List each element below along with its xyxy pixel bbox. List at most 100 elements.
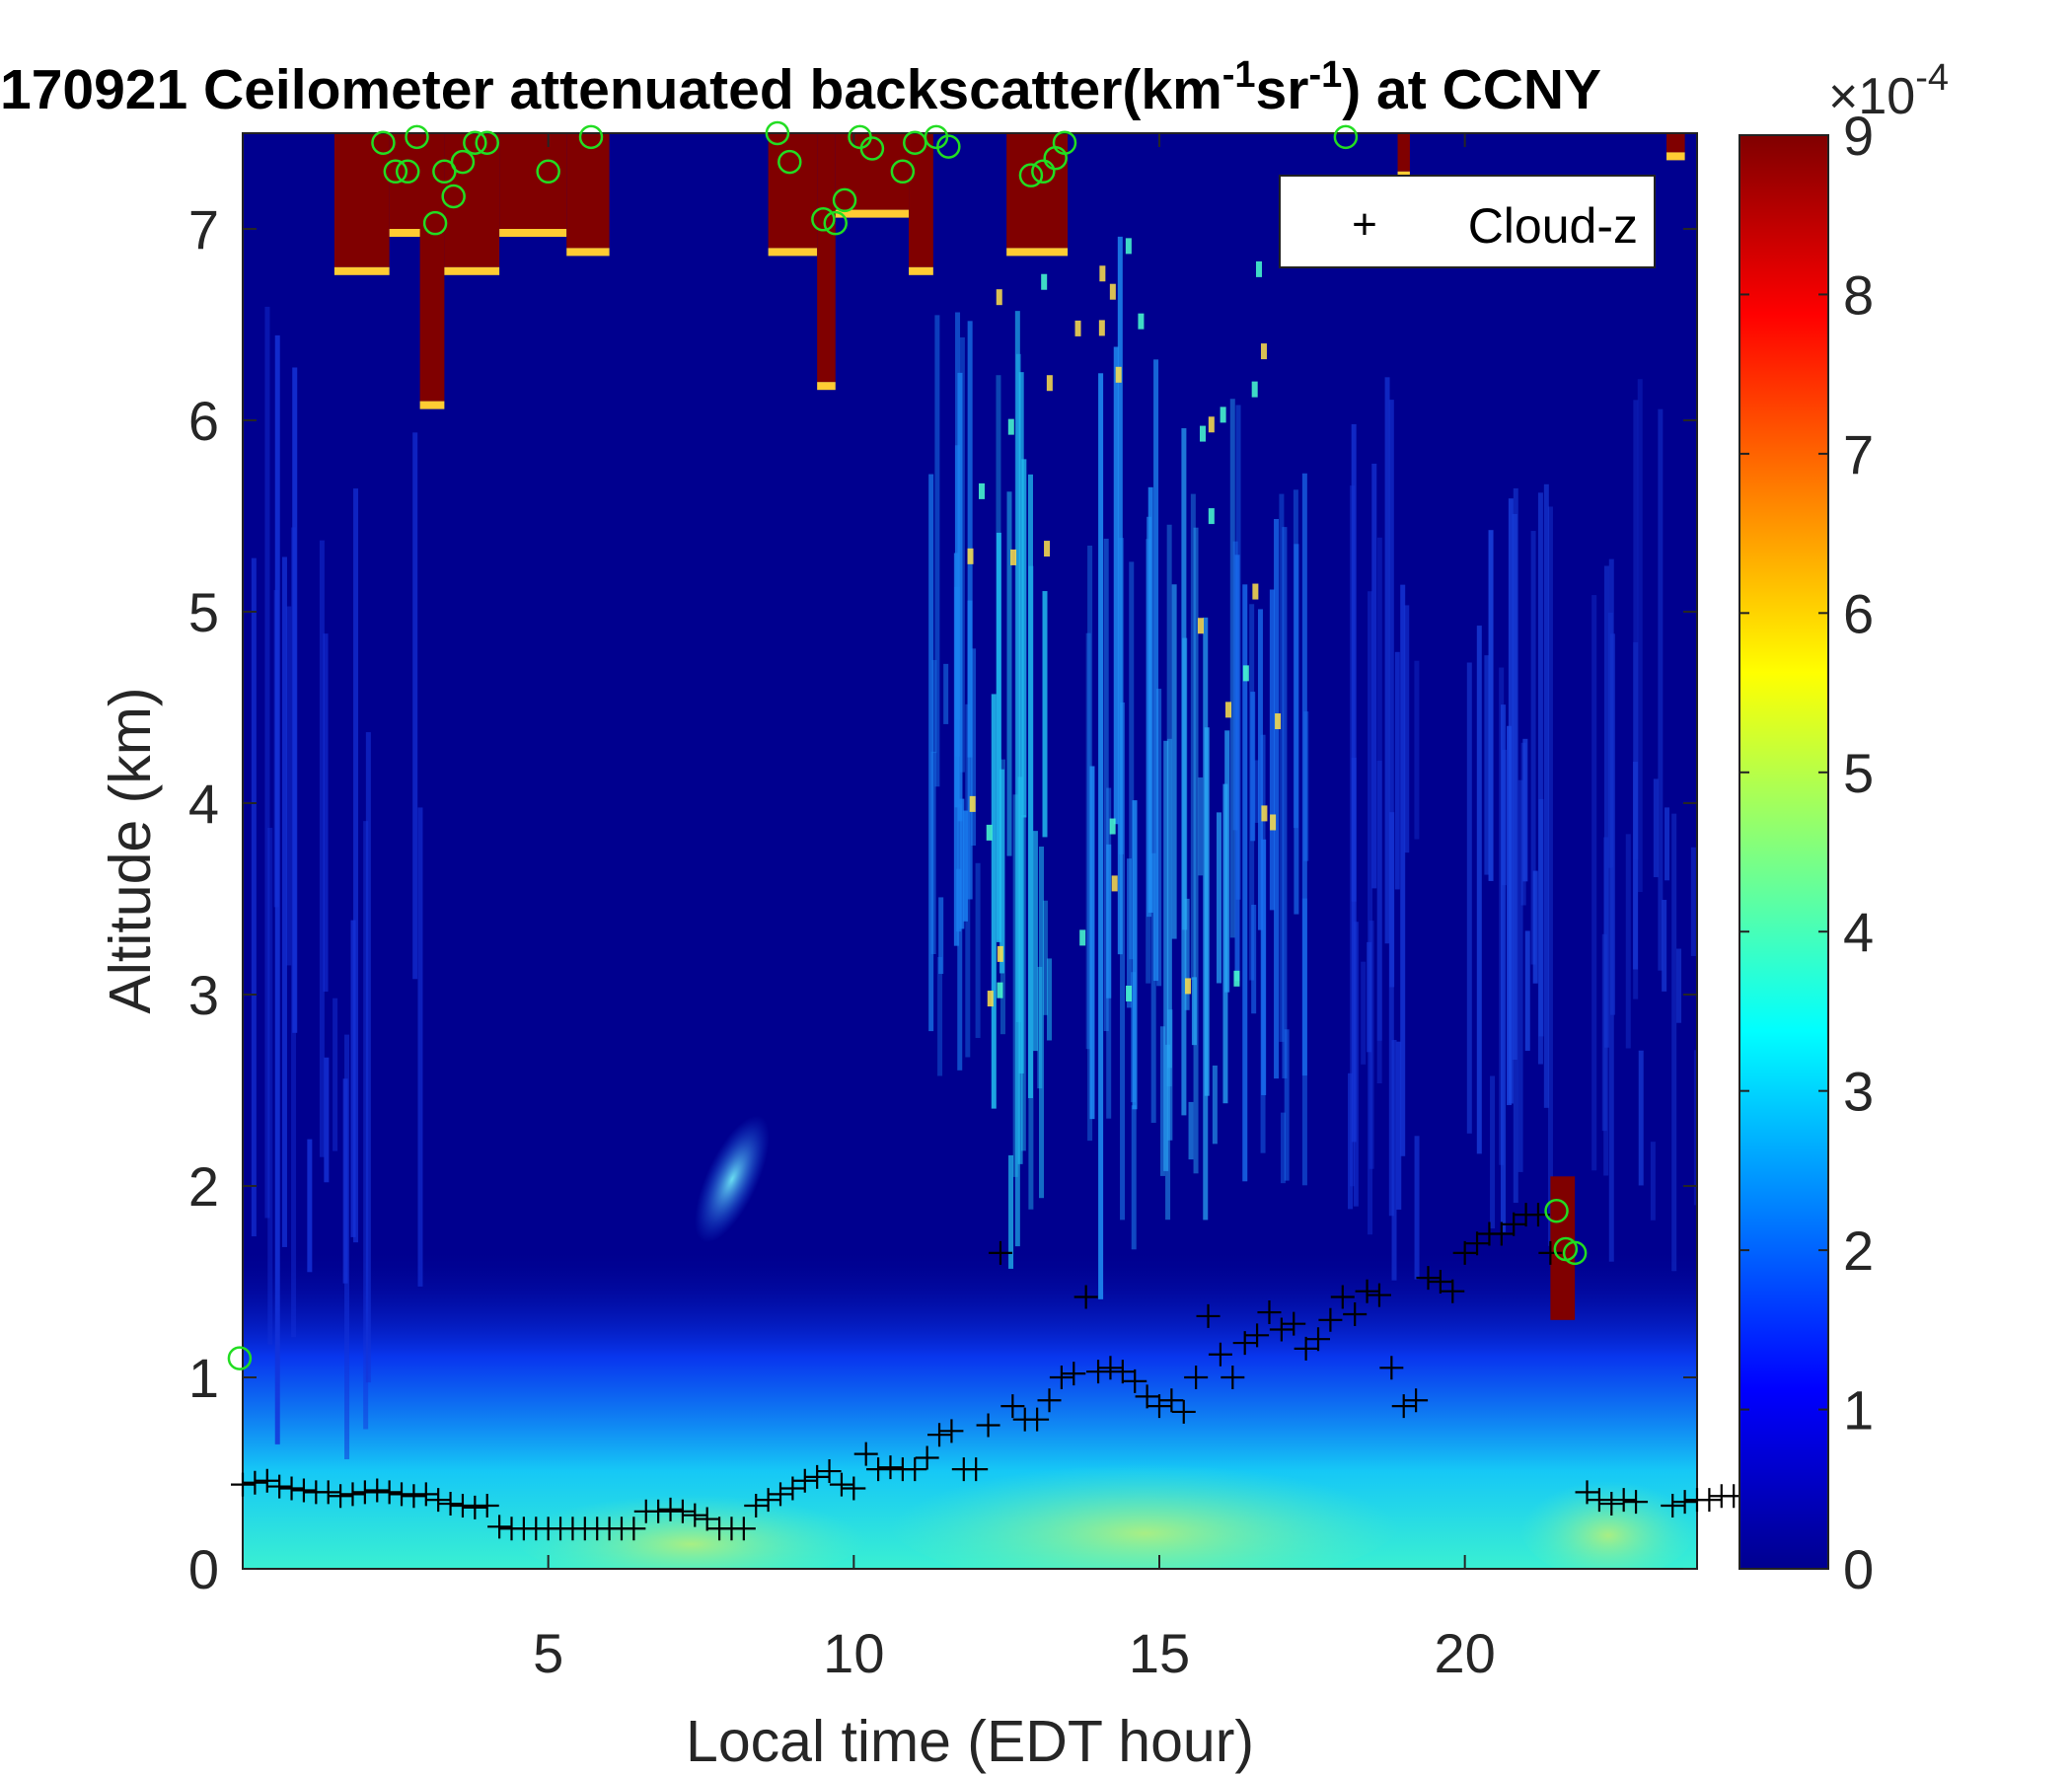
cloud-z-marker — [695, 1507, 719, 1531]
cloud-z-marker — [390, 1482, 414, 1507]
cloud-z-marker — [340, 1482, 365, 1507]
y-axis: 0 1 2 3 4 5 6 7 — [188, 198, 1697, 1600]
backscatter-streak — [1085, 632, 1091, 1050]
backscatter-blip — [1074, 320, 1081, 336]
backscatter-streak — [1376, 760, 1382, 1084]
backscatter-blip — [1185, 978, 1192, 995]
backscatter-streak — [1388, 400, 1394, 1217]
backscatter-blip — [1225, 702, 1232, 718]
colorbar-tick-label: 0 — [1843, 1538, 1874, 1600]
colorbar-multiplier-exp: -4 — [1915, 57, 1949, 99]
backscatter-streak — [1274, 518, 1280, 1079]
backscatter-blip — [1125, 238, 1132, 255]
cloud-base-circle — [1562, 1240, 1588, 1266]
circle-marker-series — [227, 120, 1588, 1370]
backscatter-streak — [1532, 870, 1538, 984]
backscatter-blip — [1261, 805, 1268, 822]
colorbar-tick-label: 3 — [1843, 1061, 1874, 1123]
backscatter-streak — [1089, 766, 1095, 1120]
backscatter-blip — [1079, 929, 1086, 946]
cloud-z-marker — [1661, 1493, 1685, 1517]
cloud-base-circle — [811, 207, 836, 232]
backscatter-blip — [1138, 313, 1145, 330]
colorbar-multiplier-base: ×10 — [1828, 68, 1915, 125]
backscatter-blip — [1044, 541, 1051, 557]
colorbar-gradient — [1739, 134, 1829, 1570]
backscatter-streak — [1042, 900, 1048, 1015]
cloud-base-circle — [463, 130, 487, 155]
backscatter-streak — [1466, 662, 1472, 1134]
backscatter-streak — [1017, 777, 1023, 1164]
backscatter-streak — [1147, 486, 1153, 914]
cloud-z-marker — [1282, 1311, 1306, 1336]
cloud-base-circle — [859, 136, 885, 161]
saturated-column — [566, 133, 610, 249]
saturated-column — [419, 133, 445, 402]
backscatter-streak — [1032, 831, 1038, 1052]
backscatter-streak — [967, 321, 973, 900]
cloud-z-marker — [1257, 1300, 1282, 1325]
backscatter-streak — [333, 998, 338, 1151]
backscatter-blip — [967, 548, 974, 564]
backscatter-streak — [1042, 591, 1048, 838]
cloud-z-marker — [487, 1515, 512, 1539]
cloud-z-marker — [1355, 1279, 1379, 1303]
backscatter-streak — [930, 751, 936, 955]
aerosol-warm-spot-3 — [1519, 1470, 1697, 1569]
backscatter-blip — [1041, 273, 1048, 290]
backscatter-streak — [1166, 524, 1172, 1087]
backscatter-streak — [286, 606, 292, 966]
saturated-edge — [566, 248, 610, 257]
backscatter-streak — [412, 432, 418, 980]
backscatter-streak — [1608, 558, 1614, 1262]
backscatter-streak — [1037, 966, 1043, 1089]
cloud-z-marker — [1000, 1394, 1025, 1419]
backscatter-blip — [1199, 425, 1206, 442]
cloud-z-marker — [915, 1445, 939, 1470]
cloud-z-marker — [413, 1482, 438, 1507]
backscatter-streak — [1257, 609, 1263, 930]
backscatter-streak — [1184, 898, 1190, 1010]
cloud-z-marker — [1208, 1342, 1232, 1367]
backscatter-streak — [1500, 704, 1506, 1232]
backscatter-streak — [1690, 847, 1696, 956]
cloud-z-marker — [1269, 1317, 1294, 1342]
cloud-base-circle — [441, 184, 466, 209]
colorbar-ticks: 0 1 2 3 4 5 6 7 8 9 — [1739, 105, 1874, 1600]
cloud-z-marker — [744, 1493, 769, 1517]
backscatter-streak — [1153, 359, 1159, 982]
backscatter-streak — [1625, 834, 1631, 1049]
backscatter-streak — [417, 807, 423, 1287]
backscatter-streak — [1376, 537, 1382, 1041]
backscatter-streak — [1250, 692, 1256, 842]
backscatter-streak — [1198, 777, 1204, 876]
cloud-z-marker — [646, 1499, 671, 1523]
cloud-z-series — [231, 1203, 1746, 1541]
backscatter-streak — [1303, 711, 1309, 861]
backscatter-streak — [1400, 584, 1406, 1156]
backscatter-streak — [344, 1034, 350, 1459]
backscatter-streak — [1653, 778, 1659, 878]
plot-area — [243, 133, 1697, 1569]
cloud-z-marker — [1062, 1362, 1086, 1386]
saturated-column — [909, 133, 933, 267]
backscatter-blip — [1115, 366, 1122, 383]
backscatter-streak — [324, 1057, 330, 1183]
backscatter-streak — [1368, 591, 1373, 1235]
cloud-z-marker — [731, 1517, 756, 1541]
colorbar-tick-label: 4 — [1843, 901, 1874, 963]
backscatter-streak — [1543, 483, 1549, 1108]
cloud-z-marker — [377, 1480, 402, 1505]
saturated-column — [835, 133, 910, 210]
y-tick-label: 2 — [188, 1155, 219, 1218]
cloud-z-marker — [658, 1497, 683, 1521]
cloud-z-marker — [1318, 1307, 1343, 1332]
cloud-base-circle — [823, 210, 848, 236]
backscatter-streak — [1242, 584, 1248, 1182]
backscatter-streak — [274, 334, 280, 1444]
backscatter-streak — [1171, 584, 1177, 939]
cloud-z-marker — [1672, 1490, 1697, 1515]
saturated-column — [333, 133, 390, 267]
backscatter-streak — [1601, 933, 1607, 1132]
cloud-base-circle — [371, 130, 396, 155]
